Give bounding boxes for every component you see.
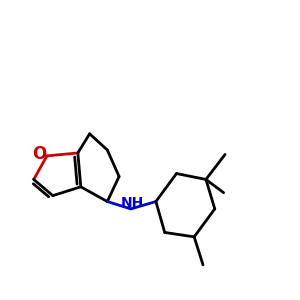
Text: NH: NH [121,196,144,210]
Text: O: O [32,146,47,164]
